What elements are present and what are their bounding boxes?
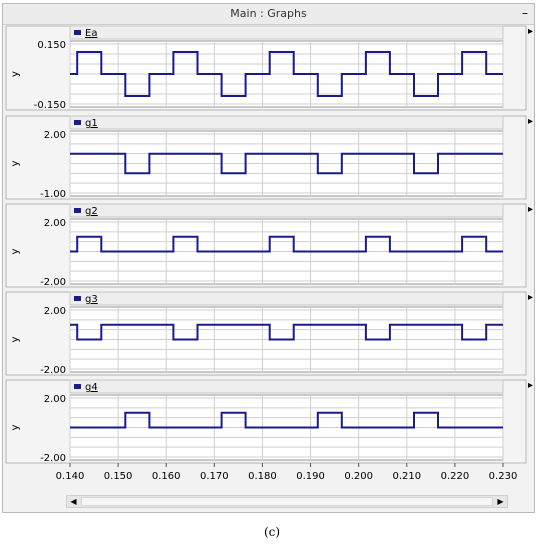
scrollbar-thumb[interactable] bbox=[81, 497, 493, 506]
y-tick-label: -0.150 bbox=[34, 100, 66, 111]
y-tick-label: -2.00 bbox=[40, 277, 66, 288]
legend-strip bbox=[69, 379, 504, 394]
legend-label[interactable]: g3 bbox=[85, 294, 98, 305]
x-tick-label: 0.140 bbox=[56, 471, 85, 482]
window-title: Main : Graphs bbox=[230, 7, 307, 20]
y-tick-label: -1.00 bbox=[40, 189, 66, 200]
signal-trace-g3 bbox=[70, 323, 503, 341]
x-tick-label: 0.230 bbox=[489, 471, 518, 482]
y-axis-label: y bbox=[10, 160, 21, 166]
y-axis-label: y bbox=[10, 71, 21, 77]
y-tick-label: -2.00 bbox=[40, 453, 66, 464]
legend-swatch-icon bbox=[74, 208, 81, 213]
y-axis-label: y bbox=[10, 336, 21, 342]
legend-strip bbox=[69, 115, 504, 130]
legend-label[interactable]: Ea bbox=[85, 28, 97, 39]
legend-label[interactable]: g2 bbox=[85, 206, 98, 217]
panel-expand-arrow-icon[interactable]: ▸ bbox=[528, 292, 533, 303]
legend-label[interactable]: g1 bbox=[85, 118, 98, 129]
y-tick-label: 2.00 bbox=[44, 306, 66, 317]
y-tick-label: -2.00 bbox=[40, 365, 66, 376]
legend-strip bbox=[69, 203, 504, 218]
panel-expand-arrow-icon[interactable]: ▸ bbox=[528, 116, 533, 127]
legend-swatch-icon bbox=[74, 120, 81, 125]
legend-label[interactable]: g4 bbox=[85, 382, 98, 393]
legend-strip bbox=[69, 25, 504, 40]
y-tick-label: 2.00 bbox=[44, 130, 66, 141]
x-tick-label: 0.220 bbox=[441, 471, 470, 482]
x-tick-label: 0.170 bbox=[200, 471, 229, 482]
x-tick-label: 0.200 bbox=[344, 471, 373, 482]
signal-trace-g4 bbox=[70, 411, 503, 429]
x-tick-label: 0.160 bbox=[152, 471, 181, 482]
signal-trace-g1 bbox=[70, 152, 503, 175]
signal-trace-g2 bbox=[70, 235, 503, 253]
scroll-right-arrow-icon[interactable]: ▶ bbox=[497, 497, 504, 506]
horizontal-scrollbar[interactable]: ◀ ▶ bbox=[66, 495, 508, 508]
x-tick-label: 0.150 bbox=[104, 471, 133, 482]
minimize-button[interactable]: – bbox=[522, 6, 528, 20]
window-titlebar[interactable]: Main : Graphs – bbox=[3, 4, 534, 25]
y-tick-label: 0.150 bbox=[37, 40, 66, 51]
legend-swatch-icon bbox=[74, 384, 81, 389]
figure-caption: (c) bbox=[263, 525, 281, 539]
legend-swatch-icon bbox=[74, 30, 81, 35]
x-tick-label: 0.190 bbox=[296, 471, 325, 482]
x-tick-label: 0.180 bbox=[248, 471, 277, 482]
legend-strip bbox=[69, 291, 504, 306]
legend-swatch-icon bbox=[74, 296, 81, 301]
scroll-left-arrow-icon[interactable]: ◀ bbox=[70, 497, 77, 506]
panel-expand-arrow-icon[interactable]: ▸ bbox=[528, 380, 533, 391]
y-axis-label: y bbox=[10, 424, 21, 430]
y-tick-label: 2.00 bbox=[44, 394, 66, 405]
panel-expand-arrow-icon[interactable]: ▸ bbox=[528, 26, 533, 37]
signal-trace-Ea bbox=[70, 51, 503, 97]
panel-expand-arrow-icon[interactable]: ▸ bbox=[528, 204, 533, 215]
x-tick-label: 0.210 bbox=[392, 471, 421, 482]
y-tick-label: 2.00 bbox=[44, 218, 66, 229]
y-axis-label: y bbox=[10, 248, 21, 254]
